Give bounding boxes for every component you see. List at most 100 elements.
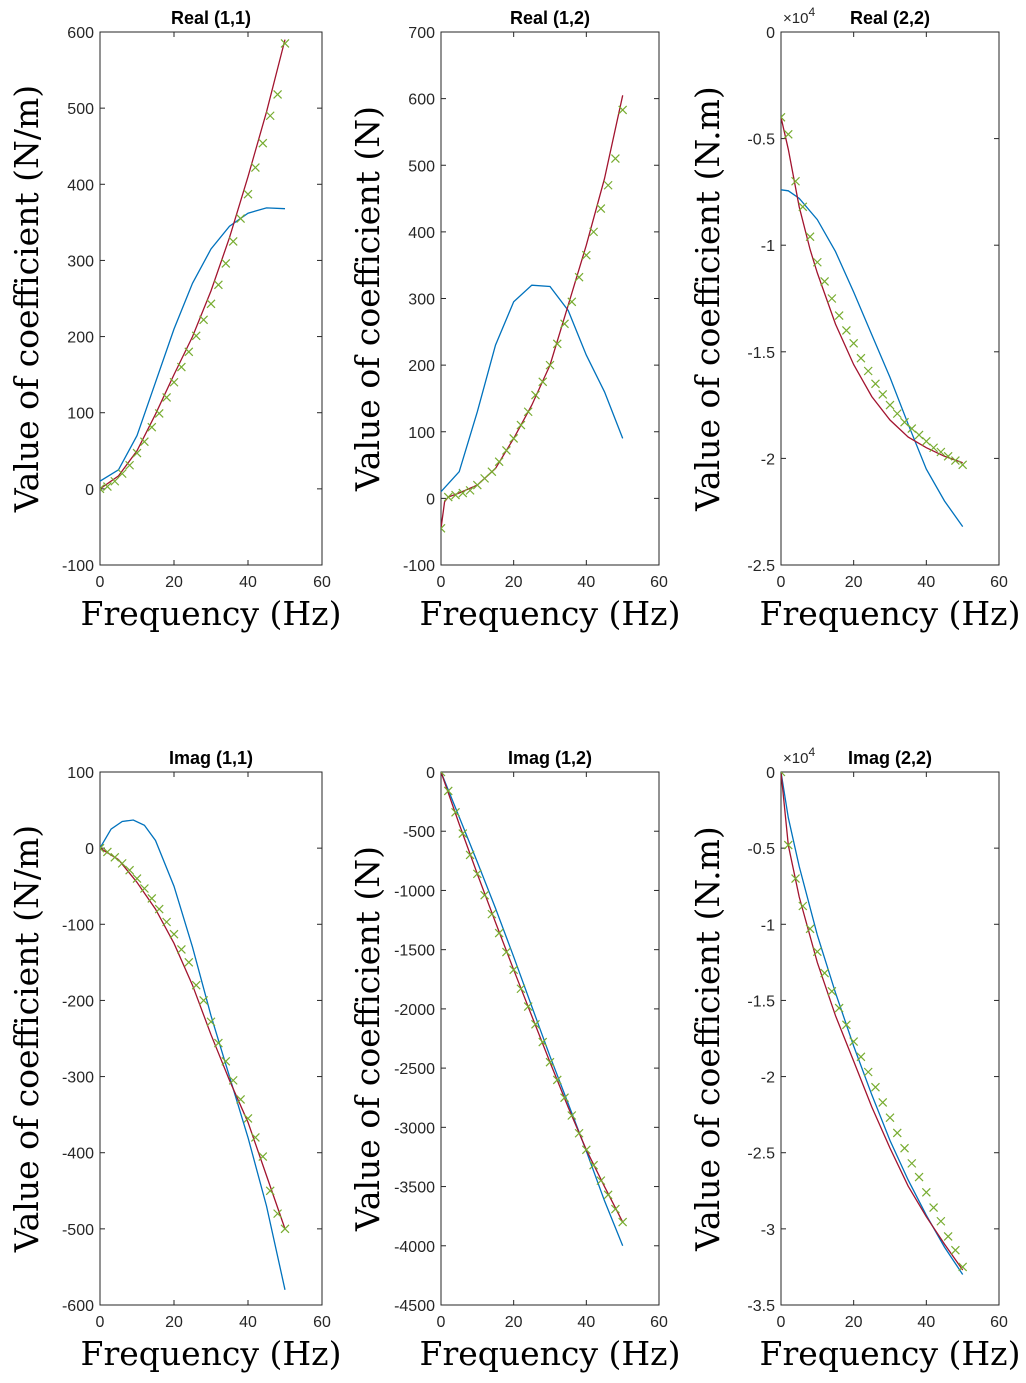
data-point-marker xyxy=(936,1216,946,1226)
y-tick-label: -2000 xyxy=(394,1002,435,1019)
data-point-marker xyxy=(892,1128,902,1138)
data-point-marker xyxy=(581,250,591,260)
data-point-marker xyxy=(914,430,924,440)
data-point-marker xyxy=(820,277,830,286)
y-tick-label: -1.5 xyxy=(747,345,775,362)
data-point-marker xyxy=(184,957,194,967)
data-point-marker xyxy=(243,189,253,199)
chart-title: Real (1,2) xyxy=(510,8,590,28)
data-point-marker xyxy=(820,968,830,978)
data-point-marker xyxy=(589,227,599,237)
series-group xyxy=(441,772,628,1247)
chart-title: Imag (2,2) xyxy=(848,748,932,768)
data-point-marker xyxy=(265,111,275,121)
data-point-marker xyxy=(610,154,620,164)
data-point-marker xyxy=(812,257,822,267)
x-tick-label: 20 xyxy=(505,574,523,591)
data-point-marker xyxy=(950,456,960,465)
data-point-marker xyxy=(480,473,490,483)
data-point-marker xyxy=(863,1067,873,1077)
data-point-marker xyxy=(441,772,446,777)
data-point-marker xyxy=(574,272,584,282)
data-point-marker xyxy=(125,460,135,470)
data-point-marker xyxy=(950,1245,960,1255)
data-point-marker xyxy=(921,436,931,446)
x-tick-label: 20 xyxy=(165,1314,183,1331)
series-line xyxy=(100,847,286,1230)
plot-area xyxy=(440,31,660,566)
data-point-marker xyxy=(147,422,157,432)
series-group xyxy=(781,772,968,1275)
data-point-marker xyxy=(102,847,112,857)
data-point-marker xyxy=(451,490,460,500)
x-axis-label: Frequency (Hz) xyxy=(420,594,681,633)
series-line xyxy=(100,39,286,490)
data-point-marker xyxy=(574,1128,584,1138)
data-point-marker xyxy=(199,996,209,1005)
data-point-marker xyxy=(538,1037,548,1047)
x-tick-label: 0 xyxy=(96,574,105,591)
y-tick-label: 700 xyxy=(408,25,435,42)
data-point-marker xyxy=(110,852,120,862)
data-point-marker xyxy=(147,893,157,903)
y-tick-label: -0.5 xyxy=(747,132,775,149)
data-point-marker xyxy=(273,1209,283,1219)
x-tick-label: 0 xyxy=(777,574,786,591)
data-point-marker xyxy=(603,1190,613,1200)
x-tick-label: 20 xyxy=(845,574,863,591)
data-point-marker xyxy=(221,259,231,268)
data-point-marker xyxy=(206,299,216,309)
data-point-marker xyxy=(538,377,548,387)
data-point-marker xyxy=(213,1038,223,1048)
data-point-marker xyxy=(169,377,179,387)
data-point-marker xyxy=(892,409,902,419)
x-tick-label: 60 xyxy=(990,1314,1008,1331)
data-point-marker xyxy=(560,319,569,329)
data-point-marker xyxy=(441,523,446,533)
y-tick-label: 600 xyxy=(67,25,94,42)
series-group xyxy=(781,112,968,527)
data-point-marker xyxy=(929,443,939,453)
x-tick-label: 20 xyxy=(505,1314,523,1331)
y-tick-label: -2.5 xyxy=(747,1146,775,1163)
chart-panel-4: 0 20 40 60 -600 -500 -400 -300 -200 -100 0 100 Imag … xyxy=(7,748,341,1373)
data-point-marker xyxy=(856,1052,866,1062)
y-axis-label: Value of coefficient (N/m) xyxy=(7,825,46,1253)
data-point-marker xyxy=(213,280,223,290)
data-point-marker xyxy=(900,1143,909,1153)
data-point-marker xyxy=(567,297,577,307)
y-tick-label: -200 xyxy=(62,993,94,1010)
data-point-marker xyxy=(501,445,511,455)
data-point-marker xyxy=(110,476,120,486)
y-tick-label: 100 xyxy=(67,765,94,782)
data-point-marker xyxy=(273,90,283,99)
x-tick-label: 40 xyxy=(577,1314,595,1331)
data-point-marker xyxy=(878,1098,888,1107)
data-point-marker xyxy=(154,409,164,418)
y-tick-label: 500 xyxy=(67,101,94,118)
x-tick-label: 40 xyxy=(917,574,935,591)
series-line xyxy=(441,772,624,1247)
x-tick-label: 0 xyxy=(437,574,446,591)
data-point-marker xyxy=(100,843,105,853)
data-point-marker xyxy=(169,929,179,939)
data-point-marker xyxy=(871,1082,880,1092)
data-point-marker xyxy=(798,901,808,911)
y-tick-label: -3000 xyxy=(394,1120,435,1137)
data-point-marker xyxy=(487,909,497,919)
data-point-marker xyxy=(596,204,606,213)
x-axis-label: Frequency (Hz) xyxy=(760,1334,1021,1373)
y-tick-label: -1.5 xyxy=(747,993,775,1010)
data-point-marker xyxy=(184,347,194,357)
data-point-marker xyxy=(929,1203,939,1212)
y-tick-label: 300 xyxy=(408,292,435,309)
x-tick-label: 40 xyxy=(239,1314,257,1331)
y-tick-label: -2.5 xyxy=(747,558,775,575)
data-point-marker xyxy=(589,1160,599,1170)
chart-title: Imag (1,1) xyxy=(169,748,253,768)
chart-title: Imag (1,2) xyxy=(508,748,592,768)
y-tick-label: 0 xyxy=(85,482,94,499)
data-point-marker xyxy=(139,884,149,893)
